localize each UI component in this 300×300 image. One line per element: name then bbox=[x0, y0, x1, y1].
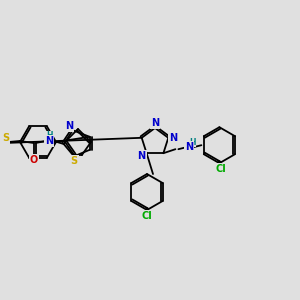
Text: N: N bbox=[137, 151, 146, 161]
Text: N: N bbox=[151, 118, 159, 128]
Text: H: H bbox=[189, 138, 196, 147]
Text: N: N bbox=[45, 136, 53, 146]
Text: N: N bbox=[169, 133, 177, 143]
Text: S: S bbox=[2, 133, 9, 143]
Text: O: O bbox=[30, 155, 38, 165]
Text: N: N bbox=[65, 121, 73, 131]
Text: Cl: Cl bbox=[142, 211, 152, 221]
Text: H: H bbox=[46, 131, 53, 140]
Text: Cl: Cl bbox=[215, 164, 226, 174]
Text: S: S bbox=[70, 156, 78, 166]
Text: N: N bbox=[185, 142, 194, 152]
